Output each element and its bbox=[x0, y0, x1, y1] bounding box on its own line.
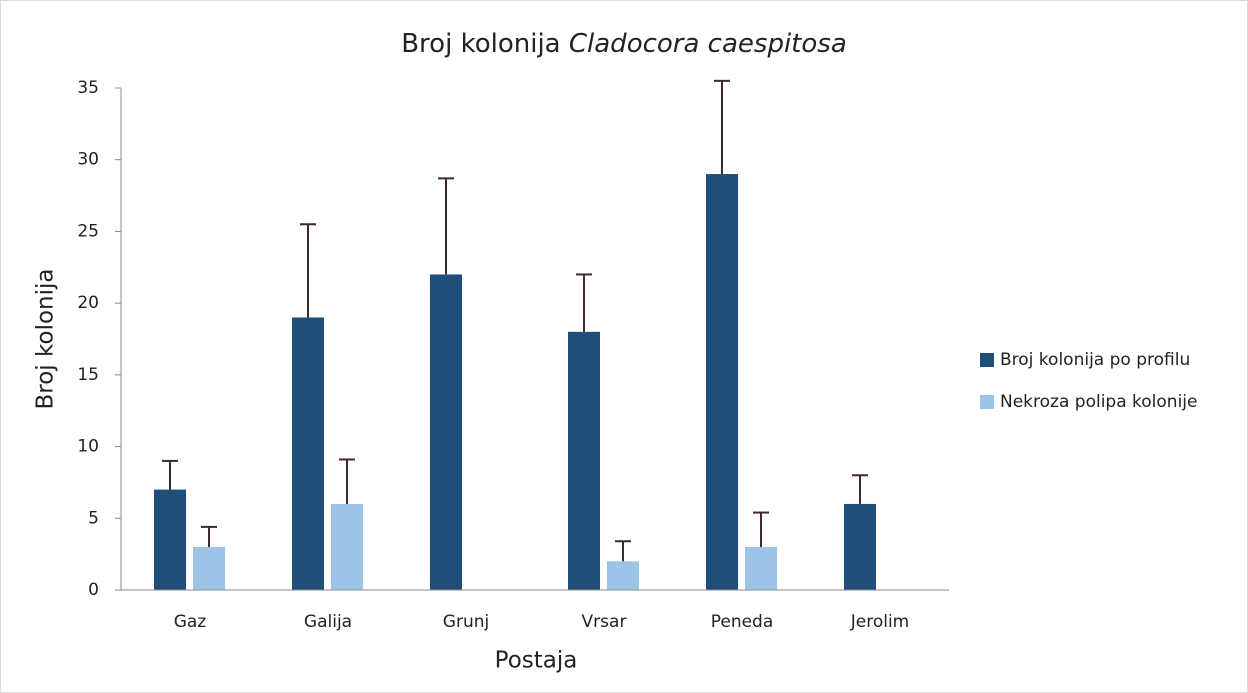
y-axis-label: Broj kolonija bbox=[33, 269, 59, 410]
bar bbox=[568, 331, 600, 590]
x-tick-label: Peneda bbox=[711, 612, 774, 632]
y-tick-label: 20 bbox=[77, 293, 99, 313]
legend-label: Broj kolonija po profilu bbox=[1000, 350, 1190, 370]
x-tick-label: Vrsar bbox=[582, 612, 627, 632]
chart-title: Broj kolonija Cladocora caespitosa bbox=[401, 29, 847, 59]
legend-label: Nekroza polipa kolonije bbox=[1000, 392, 1197, 412]
bar bbox=[430, 274, 462, 590]
x-axis-label: Postaja bbox=[495, 648, 578, 674]
bar bbox=[331, 503, 363, 590]
y-tick-label: 5 bbox=[88, 508, 99, 528]
bar bbox=[292, 317, 324, 590]
bar bbox=[745, 546, 777, 590]
y-tick-label: 10 bbox=[77, 437, 99, 457]
y-tick-label: 15 bbox=[77, 365, 99, 385]
bar bbox=[607, 561, 639, 590]
bar bbox=[706, 174, 738, 591]
x-tick-label: Grunj bbox=[443, 612, 489, 632]
x-tick-label: Jerolim bbox=[850, 612, 910, 632]
x-tick-label: Gaz bbox=[174, 612, 207, 632]
legend-swatch bbox=[980, 395, 994, 409]
bar bbox=[844, 503, 876, 590]
title-part-italic: Cladocora caespitosa bbox=[569, 29, 847, 59]
legend-swatch bbox=[980, 353, 994, 367]
bar bbox=[193, 546, 225, 590]
title-part: Broj kolonija bbox=[401, 29, 560, 59]
y-tick-label: 0 bbox=[88, 580, 99, 600]
y-tick-label: 30 bbox=[77, 150, 99, 170]
bar bbox=[154, 489, 186, 590]
y-tick-label: 25 bbox=[77, 221, 99, 241]
x-tick-label: Galija bbox=[304, 612, 352, 632]
y-tick-label: 35 bbox=[77, 78, 99, 98]
